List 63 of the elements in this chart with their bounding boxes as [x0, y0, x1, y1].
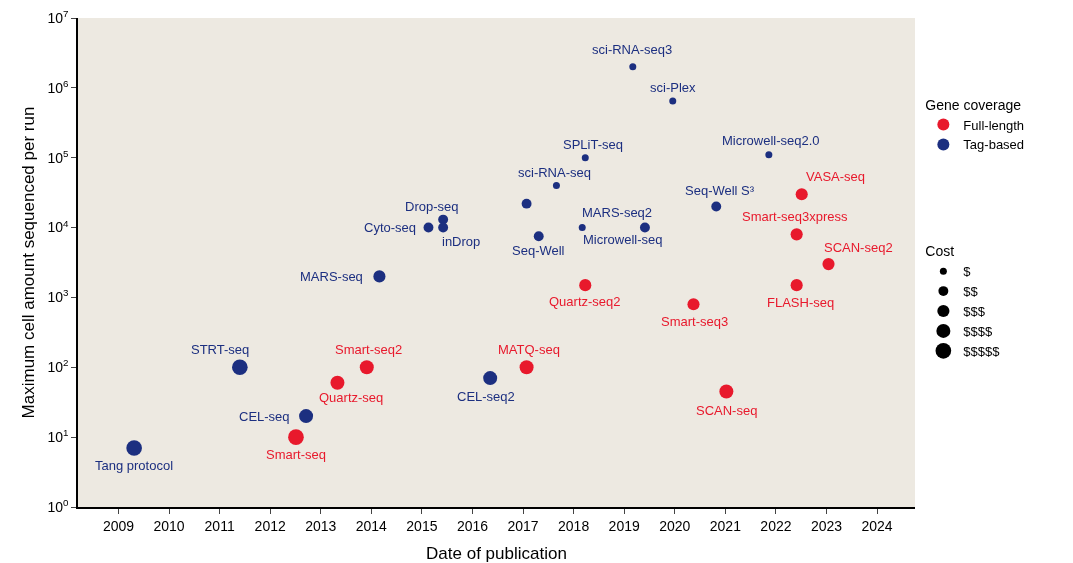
annotation: Microwell-seq: [583, 232, 663, 247]
y-tick-label: 10$^{4}$: [47, 217, 69, 236]
annotation: SPLiT-seq: [563, 137, 623, 152]
x-tick-label: 2021: [709, 517, 742, 534]
legend-label: Tag-based: [963, 137, 1025, 153]
annotation: sci-Plex: [650, 80, 697, 95]
annotation: MARS-seq: [300, 269, 363, 284]
legend-title: Gene coverage: [925, 96, 1022, 113]
annotation: Seq-Well: [512, 243, 565, 258]
annotation: SCAN-seq2: [824, 240, 893, 255]
x-tick-label: 2010: [153, 517, 185, 534]
annotation: STRT-seq: [191, 342, 250, 357]
annotation: FLASH-seq: [767, 295, 835, 310]
annotation: Microwell-seq2.0: [722, 133, 820, 148]
annotation: Tang protocol: [95, 458, 174, 473]
text: Cost: [925, 243, 955, 260]
annotation: sci-RNA-seq3: [592, 42, 673, 57]
x-tick-label: 2022: [760, 517, 792, 534]
x-tick-label: 2014: [355, 517, 388, 534]
annotation: Quartz-seq: [319, 390, 384, 405]
x-tick-label: 2024: [861, 517, 893, 534]
x-tick-label: 2015: [406, 517, 438, 534]
y-tick-label: 10$^{2}$: [47, 357, 69, 376]
x-axis-title: Date of publication: [426, 544, 567, 563]
y-tick-label: 10$^{7}$: [47, 8, 69, 26]
x-tick-label: 2011: [204, 517, 235, 534]
annotation: Cyto-seq: [364, 220, 417, 235]
x-tick-label: 2023: [810, 517, 843, 534]
x-tick-label: 2016: [456, 517, 489, 534]
y-tick-label: 10$^{6}$: [47, 77, 69, 96]
y-tick-label: 10$^{1}$: [47, 427, 69, 446]
x-tick-label: 2020: [659, 517, 691, 534]
annotation: Quartz-seq2: [549, 294, 621, 309]
y-tick-label: 10$^{0}$: [47, 497, 69, 515]
y-tick-label: 10$^{3}$: [47, 287, 69, 306]
y-tick-label: 10$^{5}$: [47, 147, 69, 166]
annotation: SCAN-seq: [696, 403, 758, 418]
x-tick-label: 2012: [254, 517, 286, 534]
x-tick-label: 2019: [608, 517, 640, 534]
legend-label: $$$: [963, 304, 986, 320]
x-tick-label: 2013: [305, 517, 337, 534]
annotation: inDrop: [442, 234, 481, 249]
annotation: Seq-Well S³: [685, 183, 755, 198]
legend-label: $$: [963, 284, 979, 300]
x-tick-label: 2017: [507, 517, 539, 534]
annotation: Smart-seq3: [661, 314, 729, 329]
annotation: Smart-seq2: [335, 342, 403, 357]
annotation: Drop-seq: [405, 199, 459, 214]
annotation: CEL-seq2: [457, 389, 515, 404]
legend-label: $$$$: [963, 323, 994, 339]
y-axis-title: Maximum cell amount sequenced per run: [18, 106, 38, 419]
legend-label: $$$$$: [963, 343, 1001, 359]
x-tick-label: 2009: [102, 517, 135, 534]
annotation: sci-RNA-seq: [518, 165, 591, 180]
annotation: MATQ-seq: [498, 342, 560, 357]
legend-label: Full-length: [963, 117, 1025, 133]
annotation: MARS-seq2: [582, 205, 653, 220]
legend-label: $: [963, 264, 972, 280]
annotation: Smart-seq3xpress: [742, 209, 848, 224]
annotation: CEL-seq: [239, 409, 290, 424]
annotation: Smart-seq: [266, 447, 326, 462]
annotation: VASA-seq: [806, 169, 866, 184]
x-tick-label: 2018: [558, 517, 590, 534]
